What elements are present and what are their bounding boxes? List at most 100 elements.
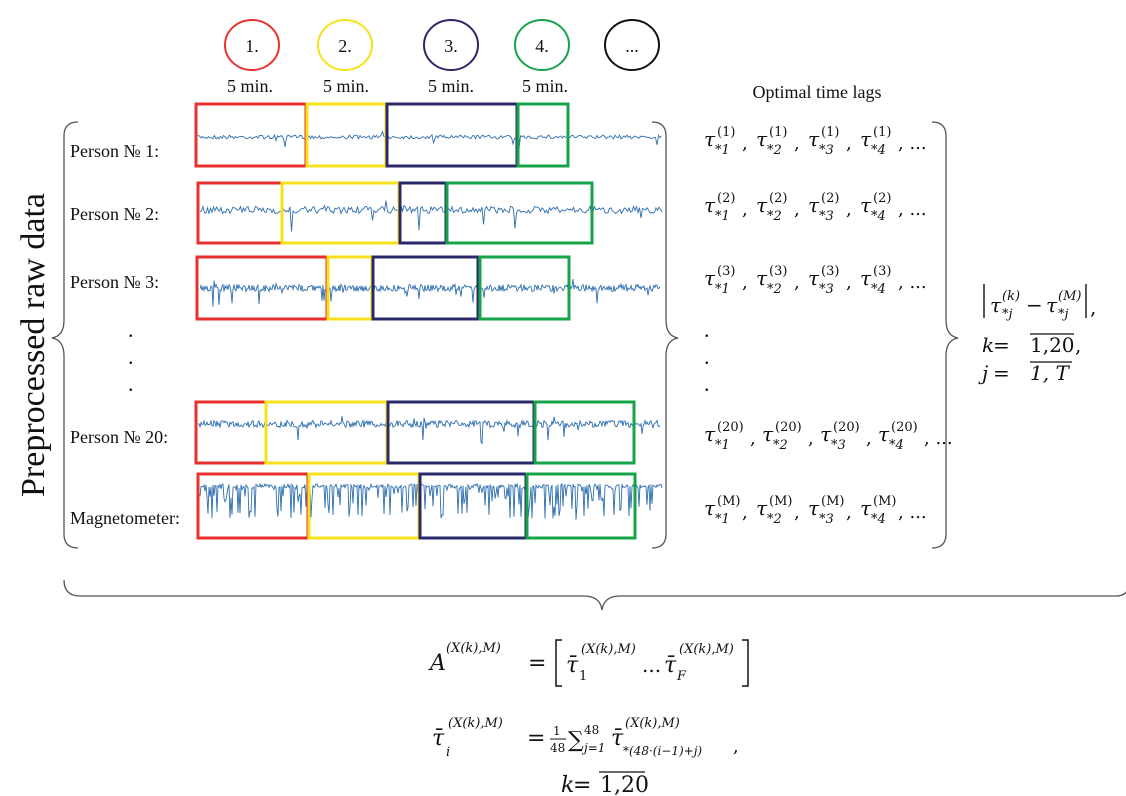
diff-tau-k: τ xyxy=(990,293,1002,317)
diff-tau-m-sub: *j xyxy=(1058,307,1069,322)
lag-comma: , xyxy=(866,428,872,449)
lag-sub: *4 xyxy=(871,143,886,158)
formula-tau-comma: , xyxy=(733,736,739,757)
signal-line xyxy=(199,200,663,232)
k-range-comma: , xyxy=(1075,333,1081,357)
box-person-1-seg-2 xyxy=(305,102,388,168)
formula-tau-lhs-sub: i xyxy=(446,745,450,760)
formula-a: A (X(k),M) = τ̄ 1 (X(k),M) ... τ̄ F (X(k… xyxy=(428,639,749,687)
segment-label-more: ... xyxy=(625,36,639,56)
ellipsis-dot-lags-3: . xyxy=(704,371,710,396)
segment-boxes-person-2 xyxy=(196,181,594,245)
box-person-3-seg-3 xyxy=(371,255,480,321)
diff-minus: − xyxy=(1026,293,1043,317)
lag-sub: *1 xyxy=(715,282,730,297)
lag-comma: , xyxy=(846,272,852,293)
lag-comma: , xyxy=(846,199,852,220)
left-brace xyxy=(51,121,79,549)
lag-tau: τ xyxy=(704,422,716,446)
formula-tau-sum-sup: 48 xyxy=(584,723,599,737)
lags-row-person-3: τ *1(3), τ *2(3), τ *3(3), τ *4(3), ... xyxy=(704,264,927,297)
lag-sub: *2 xyxy=(767,209,782,224)
preprocessed-raw-data-label: Preprocessed raw data xyxy=(15,193,52,497)
lag-comma: , xyxy=(742,272,748,293)
duration-label-3: 5 min. xyxy=(428,76,474,96)
lag-tau: τ xyxy=(756,496,768,520)
segment-boxes-magnetometer xyxy=(196,472,637,540)
lag-tau: τ xyxy=(808,266,820,290)
lag-tau: τ xyxy=(878,422,890,446)
lag-tail: , ... xyxy=(898,133,927,154)
signal-traces xyxy=(197,130,663,520)
k-range-var: k xyxy=(982,333,994,357)
lag-tail: , ... xyxy=(898,199,927,220)
lags-row-person-1: τ *1(1), τ *2(1), τ *3(1), τ *4(1), ... xyxy=(704,125,927,158)
formula-tau-mean: τ̄ i (X(k),M) = 1 48 ∑ j=1 48 τ̄ *(48·(i… xyxy=(432,716,739,760)
lag-tau: τ xyxy=(808,127,820,151)
lag-comma: , xyxy=(808,428,814,449)
lag-sup: (3) xyxy=(769,264,787,279)
bottom-brace xyxy=(63,579,1126,611)
formula-a-sup-f: (X(k),M) xyxy=(679,642,734,657)
lag-tau: τ xyxy=(808,193,820,217)
segment-circle-4: 4. xyxy=(514,19,570,71)
formula-a-sup-1: (X(k),M) xyxy=(581,642,636,657)
lag-comma: , xyxy=(794,199,800,220)
lag-comma: , xyxy=(742,199,748,220)
lag-tail: , ... xyxy=(898,272,927,293)
j-range-value: 1, T xyxy=(1030,361,1070,385)
lag-tau: τ xyxy=(860,193,872,217)
lag-comma: , xyxy=(846,502,852,523)
lag-sup: (1) xyxy=(821,125,839,140)
diff-tau-k-sup: (k) xyxy=(1002,289,1020,304)
lag-tau: τ xyxy=(762,422,774,446)
lag-sup: (2) xyxy=(717,191,735,206)
segment-circle-1: 1. xyxy=(224,19,280,71)
lags-row-magnetometer: τ *1(M), τ *2(M), τ *3(M), τ *4(M), ... xyxy=(704,494,927,527)
lag-sub: *3 xyxy=(819,209,834,224)
formula-tau-lhs-sup: (X(k),M) xyxy=(448,716,503,731)
lag-comma: , xyxy=(794,133,800,154)
formula-k-eq: = xyxy=(573,773,591,796)
duration-label-2: 5 min. xyxy=(323,76,369,96)
segment-circle-more: ... xyxy=(604,19,660,71)
lag-sup: (M) xyxy=(769,494,792,509)
segment-label-3: 3. xyxy=(444,36,458,56)
formula-tau-frac-num: 1 xyxy=(553,724,561,738)
signal-line xyxy=(199,278,661,309)
row-label-person-3: Person № 3: xyxy=(70,272,159,292)
lag-sub: *2 xyxy=(773,438,788,453)
lag-comma: , xyxy=(742,502,748,523)
formula-tau-body: τ̄ xyxy=(611,726,624,751)
lag-sup: (20) xyxy=(833,420,860,435)
formula-tau-body-sub: *(48·(i−1)+j) xyxy=(623,744,702,758)
box-person-2-seg-3 xyxy=(398,181,448,245)
row-label-magnetometer: Magnetometer: xyxy=(70,508,180,528)
segment-circle-3: 3. xyxy=(423,19,479,71)
lag-tau: τ xyxy=(808,496,820,520)
lag-sub: *3 xyxy=(819,143,834,158)
lag-tau: τ xyxy=(756,127,768,151)
signal-line-magnetometer xyxy=(199,482,663,520)
formula-k-range: k = 1,20 xyxy=(561,771,649,796)
segment-label-4: 4. xyxy=(535,36,549,56)
box-person-3-seg-4 xyxy=(478,255,571,321)
signal-line xyxy=(197,130,662,150)
ellipsis-dot-left-2: . xyxy=(128,344,134,369)
lag-sub: *1 xyxy=(715,209,730,224)
formula-a-sub-f: F xyxy=(676,669,687,684)
k-range-value: 1,20 xyxy=(1030,333,1075,357)
lag-sup: (3) xyxy=(821,264,839,279)
box-person-1-seg-4 xyxy=(516,102,570,168)
formula-k-var: k xyxy=(561,773,574,796)
lag-sub: *1 xyxy=(715,512,730,527)
row-label-person-20: Person № 20: xyxy=(70,427,168,447)
lag-sup: (1) xyxy=(873,125,891,140)
segment-label-2: 2. xyxy=(338,36,352,56)
lag-sub: *4 xyxy=(871,512,886,527)
lag-comma: , xyxy=(846,133,852,154)
formula-a-sub-1: 1 xyxy=(579,669,587,684)
diff-tau-m-sup: (M) xyxy=(1058,289,1081,304)
lag-tau: τ xyxy=(704,496,716,520)
diff-tau-m: τ xyxy=(1046,293,1058,317)
